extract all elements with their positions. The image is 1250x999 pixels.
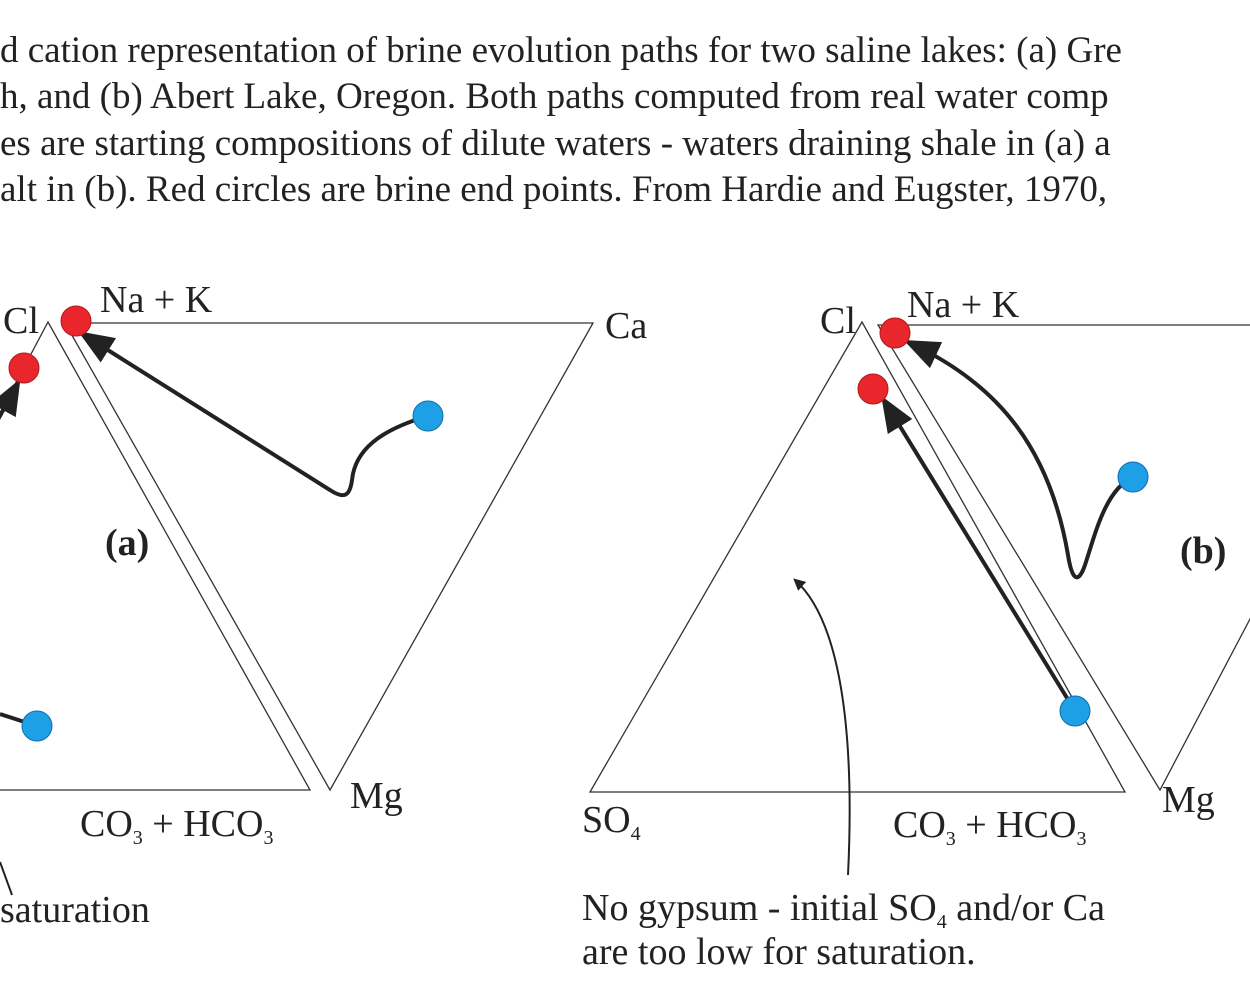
brine-end-point [879,317,911,349]
start-point [1059,695,1091,727]
note-part: and/or Ca [947,887,1105,929]
caption-line: alt in (b). Red circles are brine end po… [0,169,1107,210]
anion-triangle [588,320,1127,793]
caption: d cation representation of brine evoluti… [0,30,1122,210]
start-point [1117,461,1149,493]
brine-end-point [857,373,889,405]
evolution-path [903,339,1134,580]
note: saturation [0,889,150,931]
anion-triangle [0,320,312,791]
brine-end-point [8,352,40,384]
panel-label: (b) [1180,530,1226,572]
evolution-path [0,378,21,421]
vertex-label: Mg [1162,779,1215,821]
label-part: 3 [263,827,273,849]
caption-line: h, and (b) Abert Lake, Oregon. Both path… [0,76,1109,117]
note: No gypsum - initial SO4 and/or Ca [582,887,1105,933]
vertex-label: SO4 [582,799,641,845]
panel-label: (a) [105,522,149,564]
note-part: No gypsum - initial SO [582,887,937,929]
label-part: 3 [133,827,143,849]
pointer [0,861,13,896]
vertex-label: Cl [3,300,39,342]
caption-line: d cation representation of brine evoluti… [0,30,1122,71]
label-part: + HCO [143,803,264,845]
note-part: 4 [937,911,947,933]
cation-triangle [63,322,595,792]
vertex-label: CO3 + HCO3 [893,804,1086,850]
pointer [793,578,851,876]
evolution-path [881,395,1077,713]
brine-end-point [60,305,92,337]
label-part: 4 [631,823,641,845]
caption-line: es are starting compositions of dilute w… [0,123,1111,164]
label-part: CO [893,804,946,846]
panel-b: Cl Na + K Mg SO4 CO3 + HCO3 (b) No gypsu… [582,284,1250,973]
start-point [412,400,444,432]
start-point [21,710,53,742]
vertex-label: Na + K [907,284,1020,326]
label-part: CO [80,803,133,845]
vertex-label: Mg [350,775,403,817]
label-part: 3 [946,828,956,850]
vertex-label: Na + K [100,279,213,321]
cation-triangle [876,324,1250,792]
panel-a: Cl Na + K Ca Mg CO3 + HCO3 (a) saturatio… [0,279,647,931]
vertex-label: Cl [820,300,856,342]
label-part: 3 [1076,828,1086,850]
evolution-path [77,331,429,498]
vertex-label: CO3 + HCO3 [80,803,273,849]
label-part: + HCO [956,804,1077,846]
vertex-label: Ca [605,305,647,347]
note: are too low for saturation. [582,931,976,973]
label-part: SO [582,799,631,841]
